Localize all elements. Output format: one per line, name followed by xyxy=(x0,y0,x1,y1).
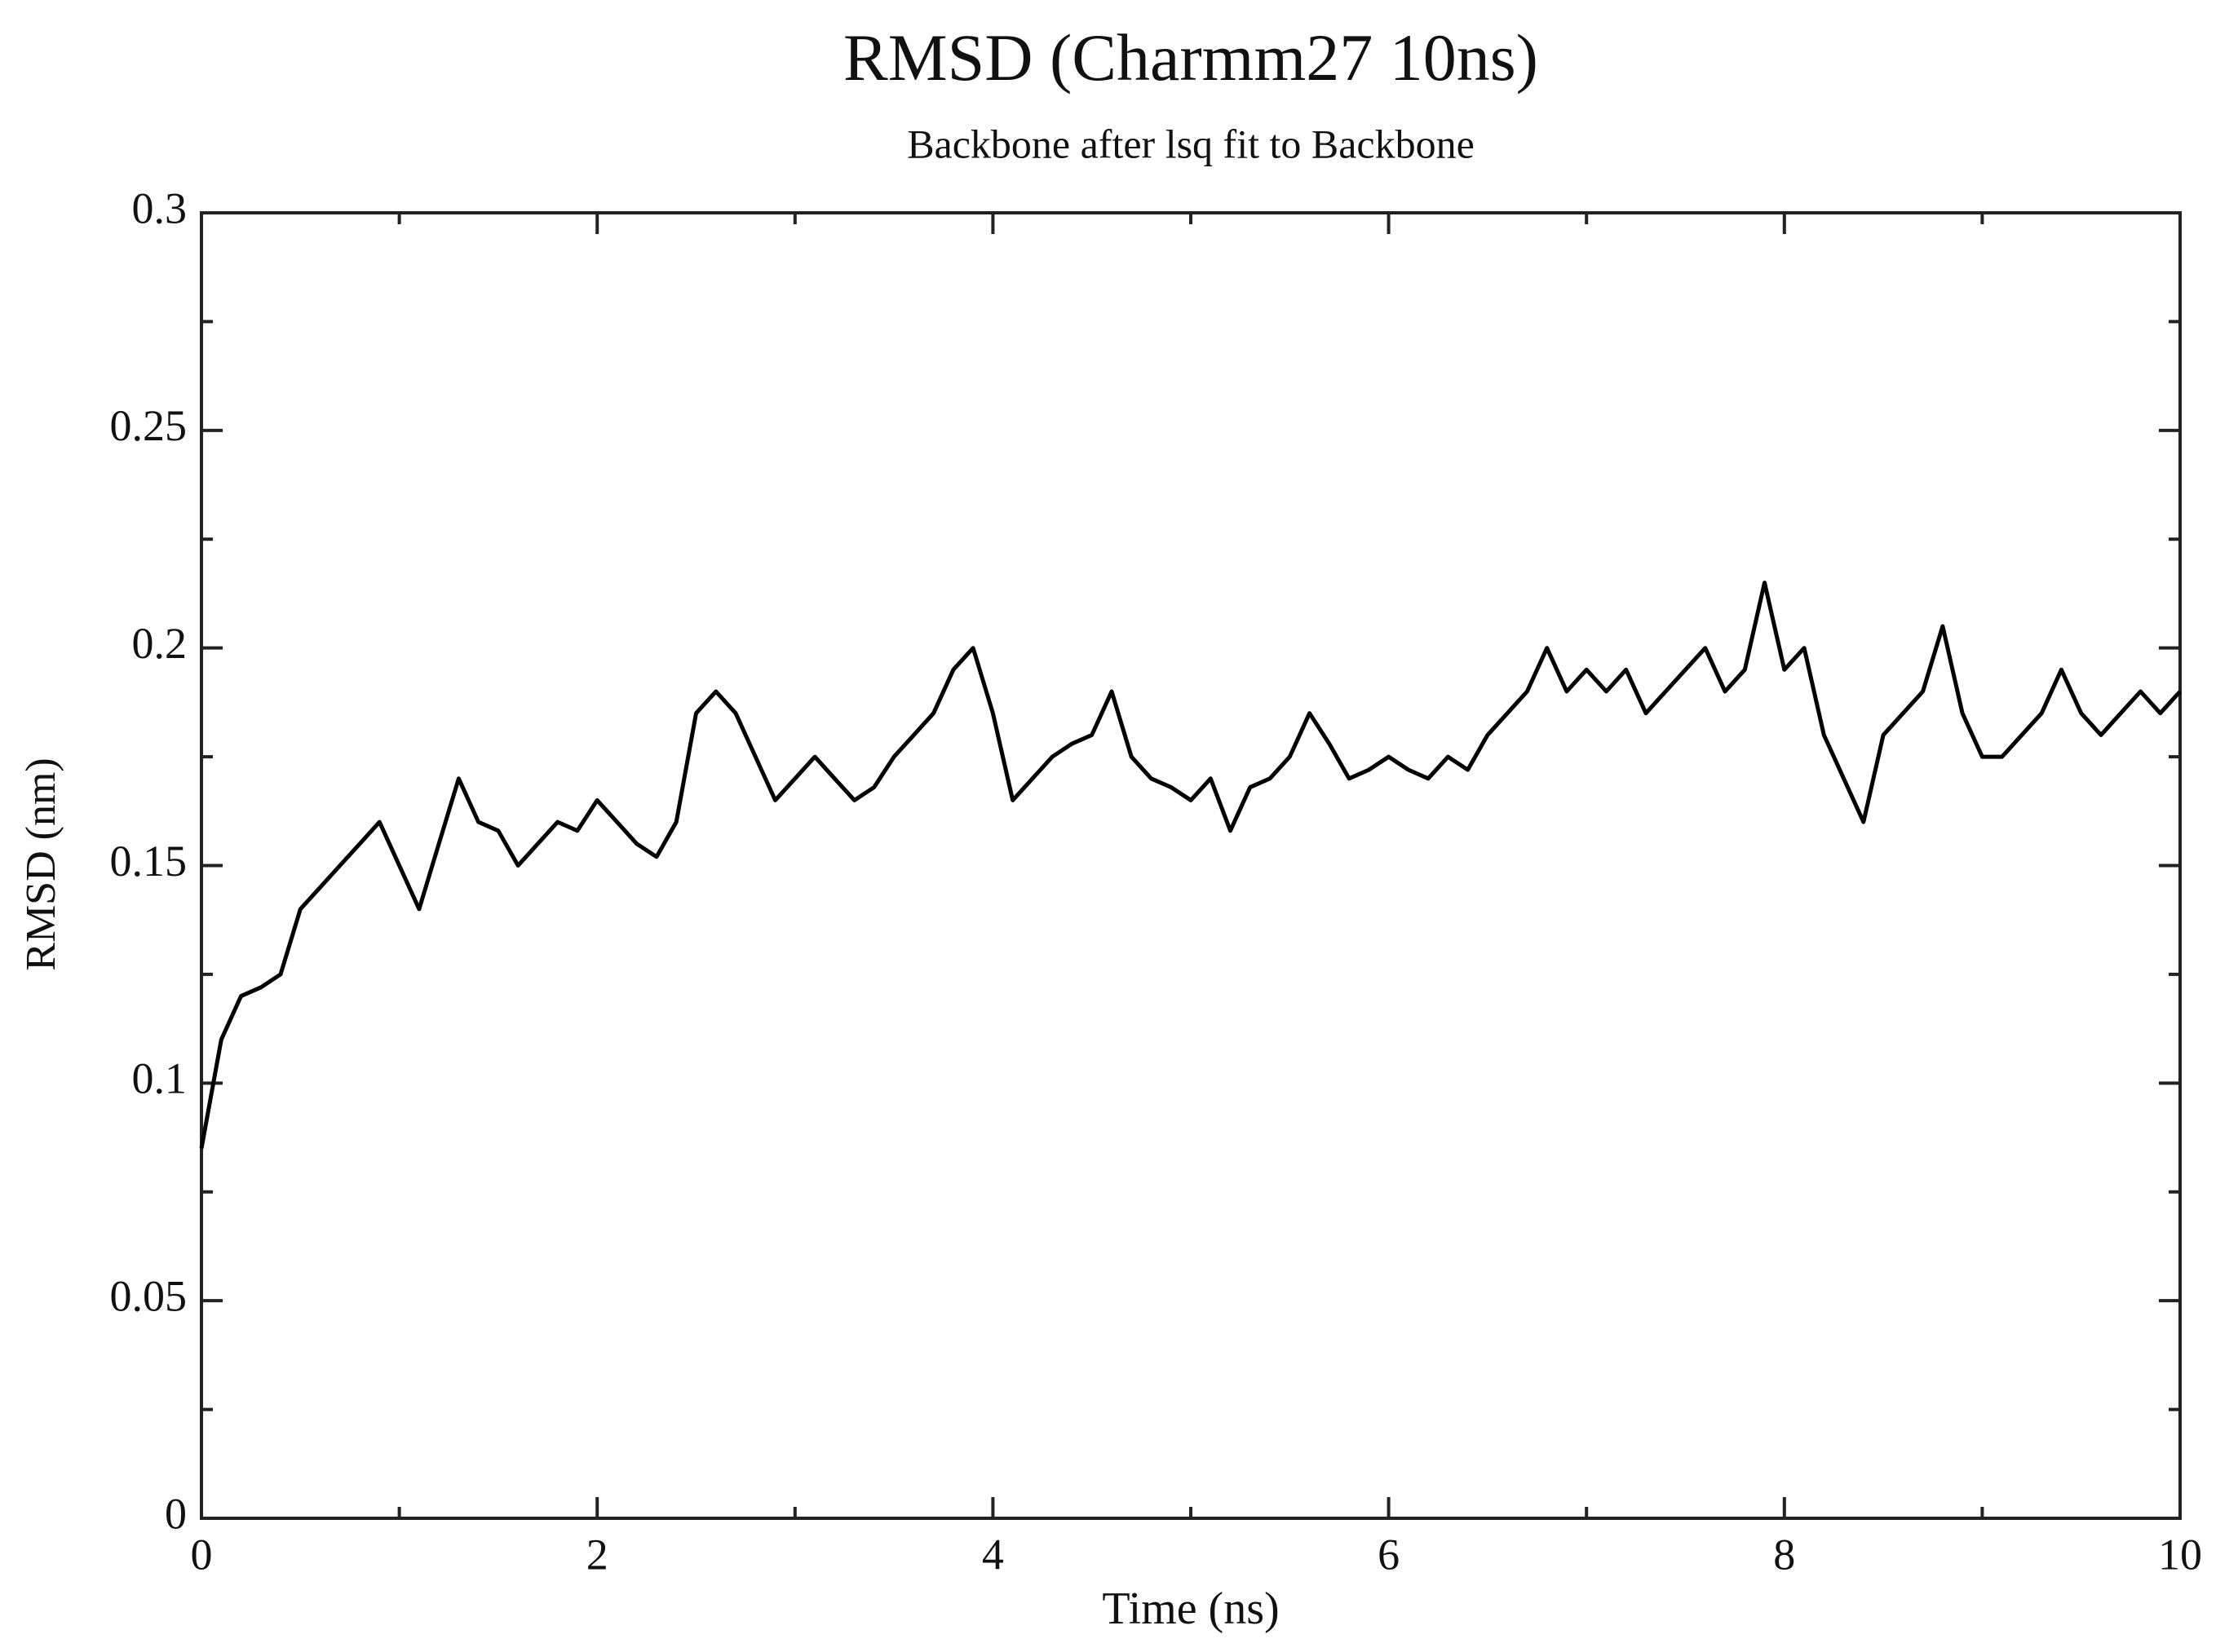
chart-subtitle: Backbone after lsq fit to Backbone xyxy=(907,121,1475,166)
y-tick-label: 0.15 xyxy=(110,837,188,886)
y-tick-label: 0.1 xyxy=(132,1054,188,1103)
chart-title: RMSD (Charmm27 10ns) xyxy=(843,20,1538,95)
y-tick-label: 0.05 xyxy=(110,1272,188,1321)
y-axis-label: RMSD (nm) xyxy=(18,758,64,970)
plot-frame xyxy=(200,211,2182,1520)
y-tick-label: 0.2 xyxy=(132,619,188,668)
rmsd-line xyxy=(199,581,2182,1149)
x-tick-label: 0 xyxy=(191,1530,213,1579)
y-tick-label: 0 xyxy=(165,1489,187,1538)
y-tick-label: 0.25 xyxy=(110,401,188,450)
x-tick-label: 4 xyxy=(982,1530,1004,1579)
x-tick-label: 6 xyxy=(1378,1530,1400,1579)
x-tick-label: 10 xyxy=(2158,1530,2202,1579)
y-tick-label: 0.3 xyxy=(132,183,188,232)
x-tick-label: 2 xyxy=(586,1530,608,1579)
x-tick-label: 8 xyxy=(1773,1530,1795,1579)
x-axis-label: Time (ns) xyxy=(1102,1584,1279,1634)
